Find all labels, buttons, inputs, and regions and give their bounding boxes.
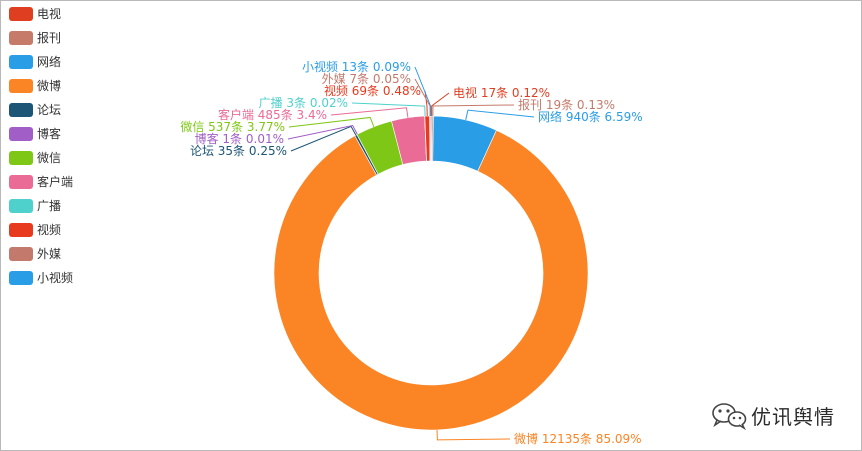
legend-swatch	[9, 103, 33, 117]
legend-label: 论坛	[37, 103, 62, 117]
data-label-9: 视频 69条 0.48%	[324, 83, 421, 98]
leader-line-9	[424, 90, 428, 117]
watermark: 优讯舆情	[707, 399, 834, 431]
data-label-1: 报刊 19条 0.13%	[518, 97, 615, 112]
leader-line-11	[414, 66, 432, 117]
data-label-0: 电视 17条 0.12%	[453, 85, 550, 100]
legend-label: 报刊	[37, 31, 62, 45]
legend-swatch	[9, 247, 33, 261]
leader-line-2	[465, 109, 535, 120]
data-label-7: 客户端 485条 3.4%	[218, 107, 327, 122]
data-label-6: 微信 537条 3.77%	[180, 120, 285, 134]
legend-label: 客户端	[37, 175, 74, 189]
legend-item-5[interactable]: 博客	[9, 124, 129, 142]
leader-line-5	[287, 124, 358, 140]
data-label-11: 小视频 13条 0.09%	[302, 59, 411, 74]
watermark-text: 优讯舆情	[751, 405, 835, 429]
data-label-8: 广播 3条 0.02%	[259, 96, 348, 110]
legend-label: 广播	[37, 199, 62, 213]
leader-lines	[287, 66, 535, 441]
legend-item-6[interactable]: 微信	[9, 148, 129, 166]
slice-3[interactable]	[273, 129, 589, 431]
legend-item-3[interactable]: 微博	[9, 76, 129, 94]
wechat-icon	[712, 403, 747, 431]
legend-item-11[interactable]: 小视频	[9, 268, 129, 286]
legend-item-4[interactable]: 论坛	[9, 100, 129, 118]
legend-item-9[interactable]: 视频	[9, 220, 129, 238]
legend-item-1[interactable]: 报刊	[9, 28, 129, 46]
legend-label: 小视频	[37, 271, 74, 285]
legend-label: 视频	[37, 223, 62, 237]
legend-swatch	[9, 271, 33, 285]
leader-line-1	[432, 104, 515, 117]
legend-swatch	[9, 175, 33, 189]
legend-item-10[interactable]: 外媒	[9, 244, 129, 262]
leader-line-8	[351, 102, 426, 117]
leader-line-0	[431, 92, 450, 117]
legend-label: 网络	[37, 55, 62, 69]
legend-swatch	[9, 55, 33, 69]
data-label-3: 微博 12135条 85.09%	[514, 431, 642, 446]
legend-label: 电视	[37, 7, 62, 21]
legend-label: 微信	[37, 151, 62, 165]
data-label-2: 网络 940条 6.59%	[538, 109, 643, 124]
legend-swatch	[9, 199, 33, 213]
data-label-10: 外媒 7条 0.05%	[322, 72, 411, 86]
leader-line-3	[436, 429, 511, 441]
leader-line-4	[290, 125, 357, 152]
leader-line-7	[330, 107, 409, 118]
legend-swatch	[9, 151, 33, 165]
legend-swatch	[9, 79, 33, 93]
leader-line-6	[288, 116, 375, 128]
legend-swatch	[9, 31, 33, 45]
legend-swatch	[9, 223, 33, 237]
slice-11[interactable]	[429, 115, 432, 162]
legend-item-0[interactable]: 电视	[9, 4, 129, 22]
legend-item-2[interactable]: 网络	[9, 52, 129, 70]
legend-item-8[interactable]: 广播	[9, 196, 129, 214]
data-label-4: 论坛 35条 0.25%	[190, 144, 287, 158]
legend-swatch	[9, 7, 33, 21]
slices	[273, 115, 589, 431]
data-label-5: 博客 1条 0.01%	[195, 131, 284, 146]
legend-label: 博客	[37, 127, 62, 141]
legend-swatch	[9, 127, 33, 141]
legend-label: 微博	[37, 79, 62, 93]
legend-item-7[interactable]: 客户端	[9, 172, 129, 190]
data-labels: 电视 17条 0.12%报刊 19条 0.13%网络 940条 6.59% 微博 …	[180, 59, 642, 446]
legend-label: 外媒	[37, 247, 62, 261]
